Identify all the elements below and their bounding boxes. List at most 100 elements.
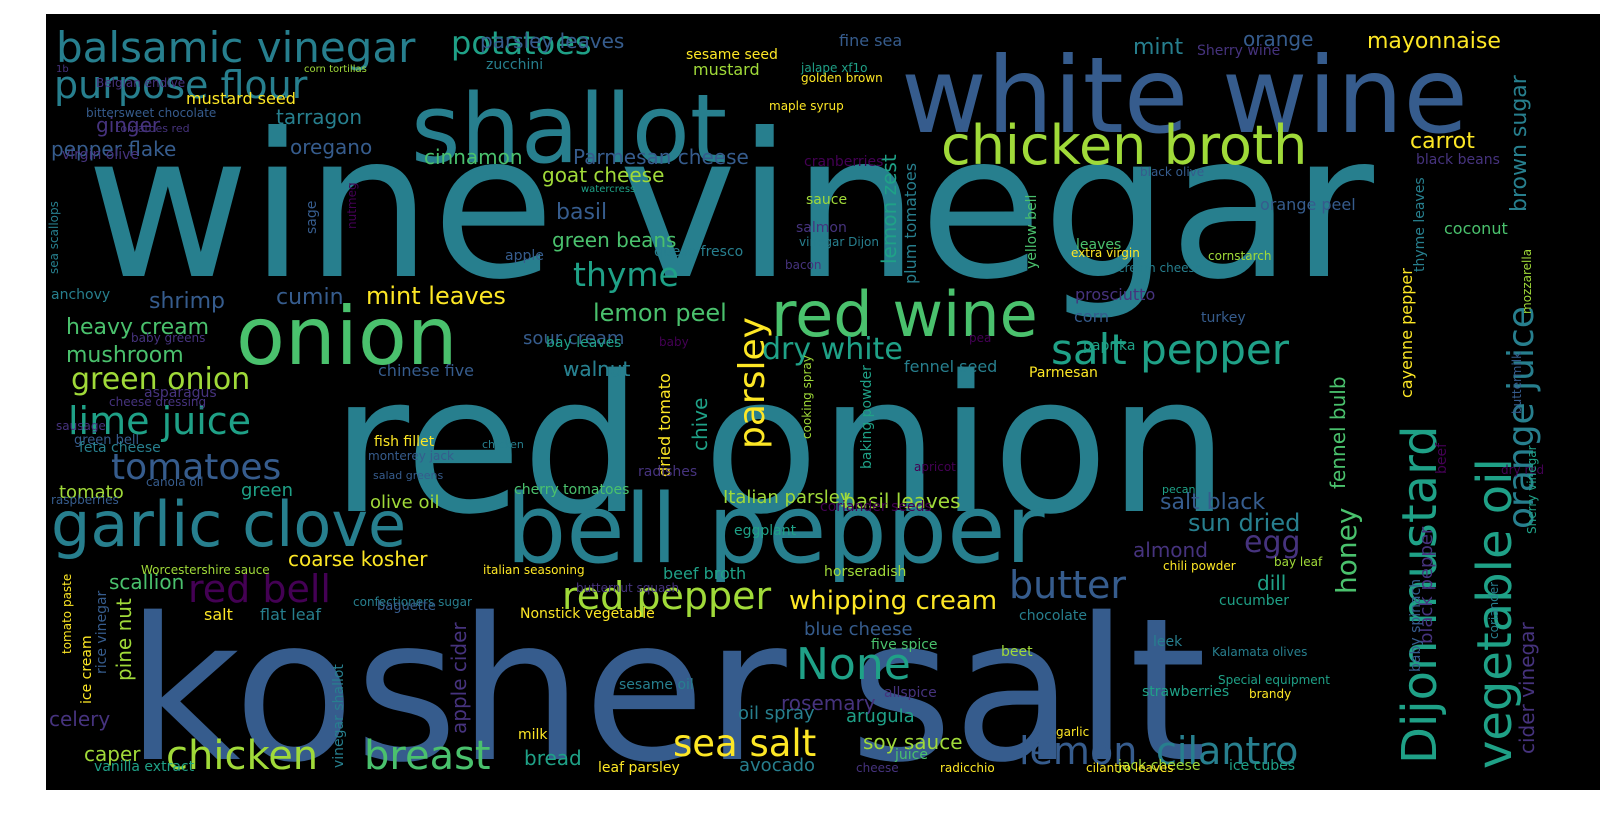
word-19: red pepper	[562, 574, 771, 618]
word-68: apple cider	[447, 622, 471, 734]
word-39: heavy cream	[66, 315, 209, 340]
word-59: brown sugar	[1507, 74, 1532, 212]
word-3: white wine	[901, 35, 1468, 157]
word-81: arugula	[846, 706, 915, 727]
word-158: anchovy	[51, 287, 110, 303]
word-195: baby spinach	[1408, 579, 1424, 672]
word-4: shallot	[411, 75, 727, 185]
word-138: coconut	[1444, 219, 1508, 238]
word-102: cherry tomatoes	[514, 482, 629, 498]
word-12: Dijon mustard	[1392, 426, 1448, 764]
word-73: cayenne pepper	[1397, 268, 1416, 398]
word-34: whipping cream	[789, 586, 997, 616]
word-106: cucumber	[1219, 593, 1289, 609]
word-101: radishes	[638, 464, 697, 480]
word-156: nutmeg	[345, 182, 359, 229]
word-187: bay leaf	[1274, 555, 1323, 569]
word-129: 1b	[56, 64, 69, 75]
word-105: eggplant	[734, 523, 797, 539]
word-176: dry red	[1501, 463, 1544, 477]
word-9: red wine	[771, 278, 1038, 351]
word-63: sour cream	[523, 328, 624, 349]
word-70: dill	[1257, 571, 1286, 595]
word-40: mushroom	[66, 343, 184, 368]
word-119: ice cubes	[1229, 758, 1295, 774]
word-1: red onion	[331, 335, 1229, 556]
word-58: mustard	[693, 60, 760, 79]
word-95: paprika	[1083, 338, 1135, 354]
word-66: scallion	[109, 570, 184, 594]
word-110: leek	[1153, 634, 1183, 650]
word-5: bell pepper	[506, 475, 1046, 585]
word-168: salad greens	[373, 469, 444, 482]
word-65: coarse kosher	[288, 547, 428, 571]
word-155: sage	[304, 201, 320, 234]
word-188: tomato paste	[60, 574, 74, 654]
word-151: sauce	[806, 192, 847, 208]
word-115: juice	[894, 747, 928, 763]
word-140: cornstarch	[1208, 249, 1271, 263]
word-21: sea salt	[673, 722, 816, 765]
word-20: None	[796, 639, 911, 690]
word-170: raspberries	[51, 493, 119, 507]
word-80: oil spray	[738, 703, 815, 724]
word-62: walnut	[563, 357, 631, 381]
word-22: butter	[1009, 563, 1126, 607]
word-76: basil leaves	[843, 489, 961, 513]
word-55: tarragon	[276, 105, 362, 129]
word-197: cheese	[856, 761, 899, 775]
word-109: strawberries	[1142, 684, 1229, 700]
word-92: walnut	[563, 357, 631, 381]
word-49: mint	[1133, 35, 1183, 60]
word-114: five spice	[871, 637, 938, 653]
word-31: green onion	[71, 362, 250, 397]
word-35: sun dried	[1188, 509, 1300, 537]
word-186: chili powder	[1163, 559, 1236, 573]
word-85: caper	[84, 742, 141, 766]
word-148: apple	[505, 248, 544, 264]
word-121: fine sea	[839, 31, 902, 50]
word-116: milk	[518, 727, 548, 743]
word-164: feta cheese	[79, 440, 161, 456]
word-97: chinese five	[378, 361, 474, 380]
word-33: egg	[1244, 525, 1301, 560]
word-82: soy sauce	[863, 730, 963, 754]
word-98: fennel seed	[904, 357, 997, 376]
word-133: virgin olive	[62, 147, 139, 163]
word-93: corn	[1074, 307, 1109, 326]
word-88: tomato	[59, 482, 124, 503]
word-157: sea scallops	[47, 201, 61, 274]
word-77: Italian parsley	[723, 487, 851, 508]
word-111: beet	[1001, 644, 1033, 660]
word-18: tomatoes	[111, 447, 281, 488]
word-17: lime juice	[68, 399, 251, 443]
word-126: golden brown	[801, 71, 883, 85]
word-136: black olive	[1140, 165, 1204, 179]
word-13: vegetable oil	[1467, 458, 1523, 769]
word-103: beef broth	[663, 564, 746, 583]
word-44: green beans	[552, 228, 676, 252]
word-26: parsley	[732, 317, 773, 449]
word-185: baguette	[377, 599, 436, 614]
word-131: bittersweet chocolate	[86, 106, 216, 120]
word-96: prosciutto	[1075, 285, 1155, 304]
word-177: buttermilk	[1510, 352, 1524, 414]
word-179: coriander	[1487, 582, 1501, 639]
word-118: jack cheese	[1117, 758, 1200, 774]
word-193: Special equipment	[1218, 673, 1330, 687]
word-147: vinegar Dijon	[799, 235, 879, 249]
word-174: coriander seeds	[820, 499, 932, 515]
word-79: rosemary	[781, 691, 876, 715]
word-53: pepper flake	[51, 137, 176, 161]
word-24: cilantro	[1156, 729, 1298, 773]
word-192: Kalamata olives	[1212, 645, 1307, 659]
word-75: chive	[688, 398, 712, 451]
word-191: vinegar shallot	[331, 664, 347, 768]
word-149: queso fresco	[654, 244, 743, 260]
word-100: dried tomato	[655, 373, 674, 477]
word-139: orange peel	[1260, 195, 1356, 214]
word-134: cranberries	[804, 154, 883, 170]
word-180: Sherry vinegar	[1525, 445, 1539, 534]
word-91: flat leaf	[260, 605, 321, 624]
